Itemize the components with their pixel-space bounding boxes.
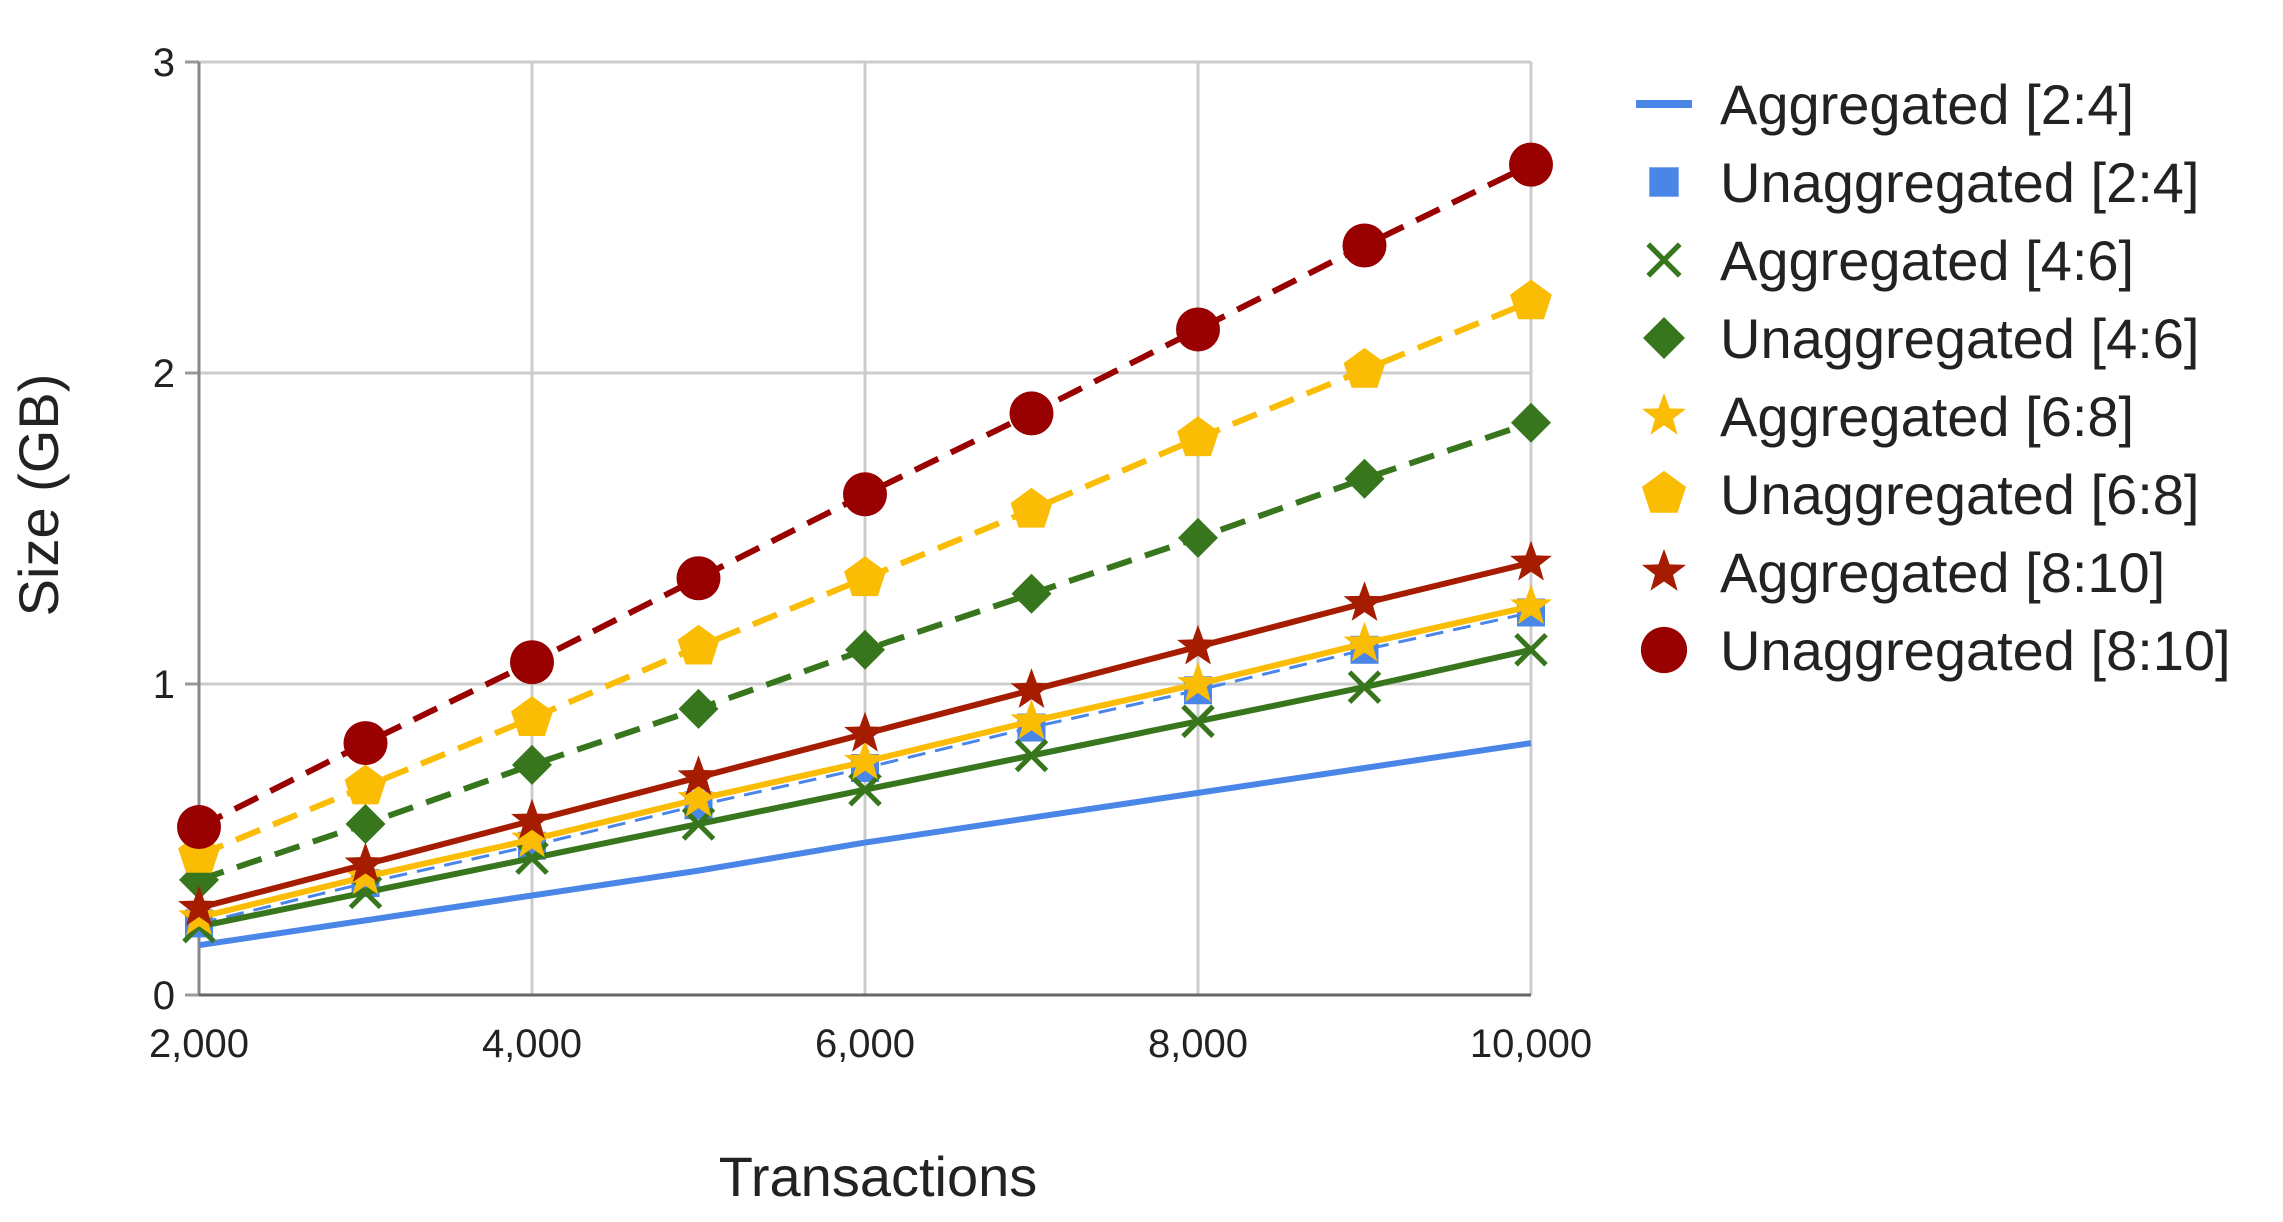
star-marker (344, 842, 387, 883)
star-marker (844, 711, 886, 752)
x-tick-label: 6,000 (815, 1022, 915, 1066)
legend-label: Aggregated [8:10] (1720, 541, 2165, 604)
series-6 (178, 540, 1552, 926)
x-marker-stroke (1181, 704, 1215, 739)
x-marker (848, 772, 882, 807)
legend-item: Aggregated [6:8] (1642, 385, 2134, 448)
y-axis-title: Size (GB) (7, 374, 70, 617)
star-marker (677, 755, 720, 796)
pentagon-marker (511, 696, 553, 736)
diamond-marker (512, 744, 552, 785)
pentagon-marker (1343, 347, 1386, 388)
legend-item: Unaggregated [6:8] (1642, 463, 2199, 526)
y-tick-label: 0 (153, 974, 175, 1018)
legend-label: Aggregated [2:4] (1720, 73, 2134, 136)
star-marker (1343, 581, 1386, 621)
circle-marker (1640, 626, 1688, 674)
diamond-marker (1011, 573, 1052, 614)
legend-item: Unaggregated [8:10] (1640, 619, 2231, 682)
series-layer (177, 142, 1553, 949)
star-marker (844, 739, 886, 780)
diamond-marker (678, 688, 719, 729)
x-tick-label: 2,000 (149, 1022, 249, 1066)
circle-marker (1342, 223, 1387, 268)
x-marker (348, 875, 383, 910)
star-marker (1510, 584, 1552, 624)
star-marker (511, 798, 553, 839)
x-marker (1347, 670, 1382, 704)
x-tick-label: 8,000 (1148, 1022, 1248, 1066)
diamond-marker (845, 629, 885, 670)
star-marker (511, 817, 553, 858)
pentagon-marker (844, 556, 886, 597)
legend-item: Aggregated [4:6] (1646, 229, 2134, 292)
circle-marker (510, 640, 554, 685)
legend: Aggregated [2:4] Unaggregated [2:4] Aggreg… (1636, 73, 2231, 682)
star-marker (1010, 699, 1053, 740)
y-tick-label: 3 (153, 41, 175, 85)
x-marker-stroke (1514, 633, 1548, 667)
legend-label: Unaggregated [8:10] (1720, 619, 2231, 682)
legend-item: Unaggregated [2:4] (1649, 151, 2199, 214)
x-marker (1514, 633, 1548, 667)
x-marker-stroke (348, 875, 383, 910)
legend-item: Aggregated [2:4] (1636, 73, 2134, 136)
pentagon-marker (1177, 416, 1219, 457)
star-marker (1343, 621, 1386, 662)
star-marker (1177, 624, 1219, 665)
legend-label: Unaggregated [6:8] (1720, 463, 2199, 526)
axes: 0 1 2 3 2,000 4,000 6,000 8,000 10,000 (149, 41, 1592, 1066)
circle-marker (177, 805, 221, 850)
x-marker-stroke (1014, 738, 1049, 773)
x-marker-stroke (1347, 670, 1382, 704)
series-0 (198, 740, 1532, 949)
legend-label: Unaggregated [2:4] (1720, 151, 2199, 214)
pentagon-marker (1010, 487, 1053, 528)
circle-marker (1509, 142, 1553, 187)
x-axis-title: Transactions (719, 1145, 1038, 1208)
legend-label: Aggregated [4:6] (1720, 229, 2134, 292)
series-7 (177, 142, 1553, 850)
pentagon-marker (1642, 470, 1686, 513)
circle-marker (676, 556, 721, 601)
star-marker (677, 777, 720, 817)
pentagon-marker (344, 764, 387, 805)
x-marker (1646, 242, 1682, 278)
pentagon-marker (1510, 279, 1552, 320)
legend-label: Unaggregated [4:6] (1720, 307, 2199, 370)
star-marker (178, 885, 220, 926)
x-tick-label: 10,000 (1470, 1022, 1592, 1066)
star-marker (1510, 540, 1552, 581)
diamond-marker (1178, 517, 1218, 558)
circle-marker (343, 721, 388, 766)
circle-marker (843, 472, 887, 517)
x-marker-stroke (848, 772, 882, 807)
diamond-marker (1643, 317, 1685, 359)
star-marker (344, 854, 387, 895)
y-tick-label: 2 (153, 352, 175, 396)
square-marker (1649, 167, 1679, 197)
x-marker (1181, 704, 1215, 739)
star-marker (1642, 548, 1686, 591)
circle-marker (1009, 391, 1054, 436)
x-marker-stroke (1646, 242, 1682, 278)
diamond-marker (1344, 458, 1385, 499)
legend-item: Unaggregated [4:6] (1643, 307, 2199, 370)
y-tick-label: 1 (153, 663, 175, 707)
star-marker (1177, 662, 1219, 702)
x-tick-label: 4,000 (482, 1022, 582, 1066)
legend-label: Aggregated [6:8] (1720, 385, 2134, 448)
pentagon-marker (677, 624, 720, 665)
diamond-marker (345, 803, 386, 844)
series-line (198, 740, 1532, 949)
x-marker (1014, 738, 1049, 773)
star-marker (1010, 668, 1053, 708)
star-marker (1642, 392, 1686, 435)
legend-item: Aggregated [8:10] (1642, 541, 2165, 604)
circle-marker (1176, 307, 1220, 352)
diamond-marker (1511, 402, 1551, 443)
